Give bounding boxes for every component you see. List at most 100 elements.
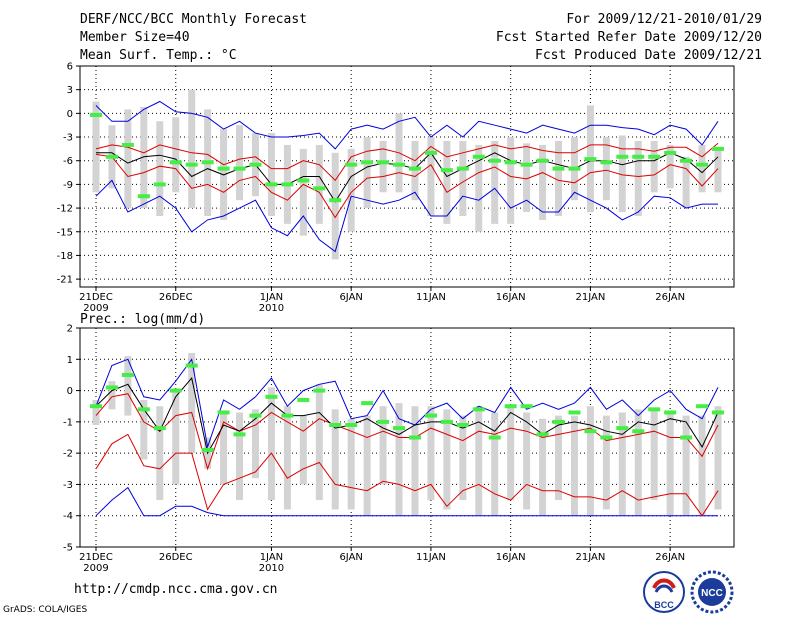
- ensemble-box: [650, 140, 658, 193]
- x-tick-sublabel: 2010: [259, 303, 284, 314]
- bcc-logo: BCC: [643, 571, 685, 613]
- ensemble-box: [395, 403, 403, 516]
- ensemble-box: [539, 144, 547, 220]
- observed-marker: [584, 157, 597, 162]
- ensemble-box: [251, 409, 259, 479]
- ensemble-box: [236, 125, 244, 201]
- x-tick-label: 21DEC: [79, 292, 113, 303]
- observed-marker: [616, 154, 629, 159]
- ensemble-box: [92, 399, 100, 425]
- ensemble-box: [315, 144, 323, 224]
- observed-marker: [504, 160, 517, 165]
- ncc-logo-text: NCC: [701, 588, 723, 599]
- ensemble-box: [507, 406, 515, 501]
- ensemble-box: [188, 353, 196, 454]
- x-tick-sublabel: 2010: [259, 563, 284, 574]
- y-tick-label: -18: [57, 251, 73, 262]
- ensemble-box: [459, 415, 467, 501]
- observed-marker: [456, 166, 469, 171]
- panel-frame: [79, 65, 735, 288]
- observed-marker: [696, 162, 709, 167]
- observed-marker: [217, 166, 230, 171]
- observed-marker: [169, 160, 182, 165]
- ensemble-box: [299, 415, 307, 485]
- observed-marker: [201, 160, 214, 165]
- observed-marker: [121, 372, 134, 377]
- observed-marker: [664, 410, 677, 415]
- ensemble-box: [124, 109, 132, 209]
- ensemble-box: [331, 409, 339, 510]
- y-tick-label: 0: [67, 386, 73, 397]
- observed-marker: [536, 432, 549, 437]
- footer-url[interactable]: http://cmdp.ncc.cma.gov.cn: [74, 582, 278, 597]
- forecast-period: For 2009/12/21-2010/01/29: [566, 12, 762, 27]
- observed-marker: [137, 407, 150, 412]
- ensemble-box: [698, 415, 706, 516]
- ensemble-box: [618, 412, 626, 516]
- observed-marker: [361, 160, 374, 165]
- observed-marker: [552, 166, 565, 171]
- observed-marker: [632, 429, 645, 434]
- ensemble-upper-line: [95, 142, 719, 182]
- ensemble-box: [570, 415, 578, 516]
- ensemble-box: [427, 137, 435, 216]
- observed-marker: [153, 426, 166, 431]
- observed-marker: [616, 426, 629, 431]
- y-tick-label: 2: [67, 324, 73, 335]
- x-tick-label: 26DEC: [159, 552, 193, 563]
- observed-marker: [664, 150, 677, 155]
- grads-credit: GrADS: COLA/IGES: [3, 605, 88, 615]
- ncc-logo: NCC: [690, 570, 734, 614]
- y-tick-label: -1: [63, 417, 73, 428]
- observed-marker: [552, 419, 565, 424]
- ensemble-box: [443, 409, 451, 510]
- ensemble-min-line: [95, 179, 718, 253]
- y-tick-label: -5: [63, 543, 73, 554]
- observed-marker: [680, 435, 693, 440]
- ensemble-box: [283, 406, 291, 510]
- ensemble-max-line: [95, 358, 719, 449]
- observed-marker: [680, 158, 693, 163]
- observed-marker: [90, 404, 102, 409]
- member-size: Member Size=40: [80, 30, 190, 45]
- observed-marker: [568, 166, 581, 171]
- ensemble-box: [539, 418, 547, 516]
- observed-marker: [297, 397, 310, 402]
- observed-marker: [520, 162, 533, 167]
- observed-marker: [249, 162, 262, 167]
- observed-marker: [377, 419, 390, 424]
- ensemble-box: [666, 412, 674, 516]
- y-tick-label: 6: [67, 62, 73, 73]
- observed-marker: [712, 410, 724, 415]
- ensemble-box: [443, 140, 451, 224]
- ensemble-box: [586, 406, 594, 516]
- observed-marker: [504, 404, 517, 409]
- ensemble-box: [682, 156, 690, 209]
- observed-marker: [712, 146, 724, 151]
- observed-marker: [648, 407, 661, 412]
- ensemble-box: [666, 144, 674, 189]
- y-tick-label: -21: [57, 275, 73, 286]
- observed-marker: [520, 404, 533, 409]
- observed-marker: [600, 435, 613, 440]
- ensemble-box: [188, 89, 196, 209]
- ensemble-box: [618, 135, 626, 213]
- observed-marker: [584, 429, 597, 434]
- y-tick-label: 0: [67, 109, 73, 120]
- chart-title: DERF/NCC/BCC Monthly Forecast: [80, 12, 307, 27]
- x-tick-label: 26JAN: [655, 552, 685, 563]
- y-tick-label: 3: [67, 85, 73, 96]
- ensemble-box: [172, 117, 180, 193]
- observed-marker: [393, 426, 406, 431]
- bcc-logo-text: BCC: [654, 600, 674, 610]
- observed-marker: [408, 435, 421, 440]
- observed-marker: [153, 182, 166, 187]
- ensemble-box: [475, 144, 483, 232]
- observed-marker: [233, 432, 246, 437]
- observed-marker: [536, 158, 549, 163]
- ensemble-box: [267, 133, 275, 216]
- observed-marker: [137, 194, 150, 199]
- ensemble-box: [634, 409, 642, 516]
- observed-marker: [424, 413, 437, 418]
